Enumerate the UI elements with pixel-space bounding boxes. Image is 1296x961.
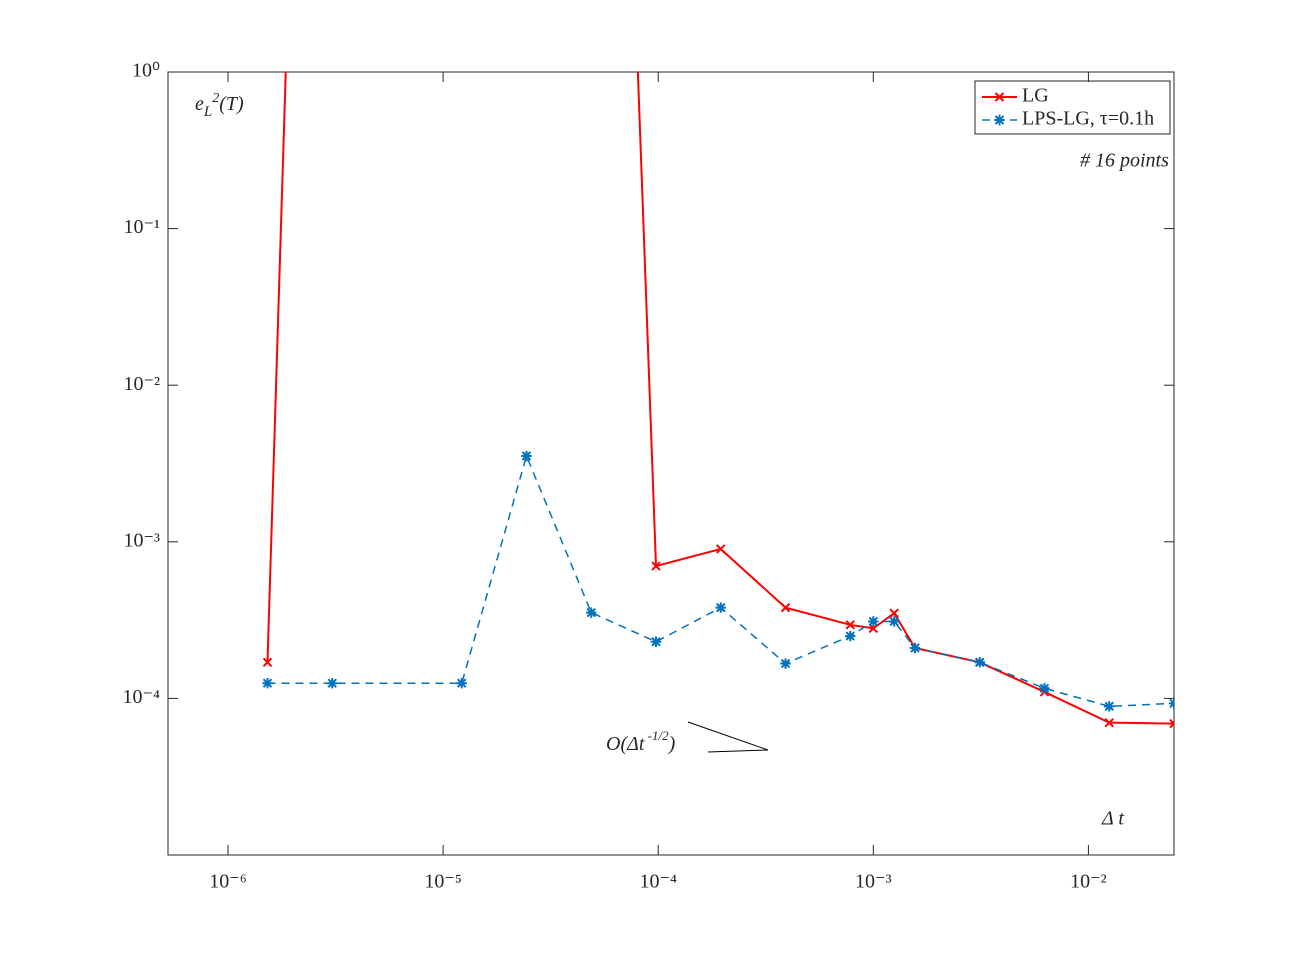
marker: [262, 678, 273, 689]
marker: [780, 658, 791, 669]
marker: [868, 623, 879, 634]
rate-triangle: [687, 721, 769, 751]
legend-label: LG: [1022, 85, 1049, 107]
marker: [456, 678, 467, 689]
marker: [651, 561, 661, 571]
legend-box: [974, 80, 1171, 135]
marker: [1104, 701, 1115, 712]
marker: [1104, 717, 1114, 728]
points-note: # 16 points: [1080, 150, 1169, 172]
marker: [845, 620, 855, 630]
marker: [715, 602, 726, 613]
marker: [521, 450, 532, 462]
marker: [1169, 718, 1174, 729]
marker: [327, 678, 338, 689]
y-tick-label: 10⁻¹: [123, 216, 160, 238]
rate-note: O(Δt -1/2): [606, 728, 676, 755]
marker: [1039, 683, 1050, 694]
marker: [716, 544, 726, 554]
marker: [868, 616, 879, 627]
x-tick-label: 10⁻⁴: [639, 871, 677, 893]
marker: [888, 616, 900, 627]
legend-label: LPS-LG, τ=0.1h: [1022, 108, 1154, 130]
y-label: eL2(T): [195, 91, 244, 120]
marker: [845, 630, 856, 642]
x-tick-label: 10⁻³: [855, 871, 892, 893]
marker: [909, 642, 921, 654]
marker: [650, 636, 662, 647]
series-line: [267, 453, 1174, 708]
marker: [780, 602, 791, 613]
marker: [974, 657, 985, 668]
marker: [586, 607, 597, 618]
plot-frame: [167, 71, 1175, 856]
marker: [994, 114, 1005, 126]
series-layer: [262, 72, 1174, 729]
y-tick-label: 10⁰: [132, 60, 160, 82]
y-tick-label: 10⁻³: [123, 529, 160, 551]
x-tick-label: 10⁻⁶: [209, 871, 247, 893]
x-label: Δ t: [1101, 808, 1124, 830]
y-tick-label: 10⁻⁴: [122, 686, 160, 708]
x-tick-label: 10⁻⁵: [424, 871, 462, 893]
series-line: [266, 72, 1174, 725]
marker: [262, 657, 273, 668]
y-tick-label: 10⁻²: [123, 373, 160, 395]
x-tick-label: 10⁻²: [1070, 871, 1107, 893]
rate-triangle: [707, 749, 769, 753]
marker: [889, 608, 899, 618]
marker: [994, 92, 1005, 102]
